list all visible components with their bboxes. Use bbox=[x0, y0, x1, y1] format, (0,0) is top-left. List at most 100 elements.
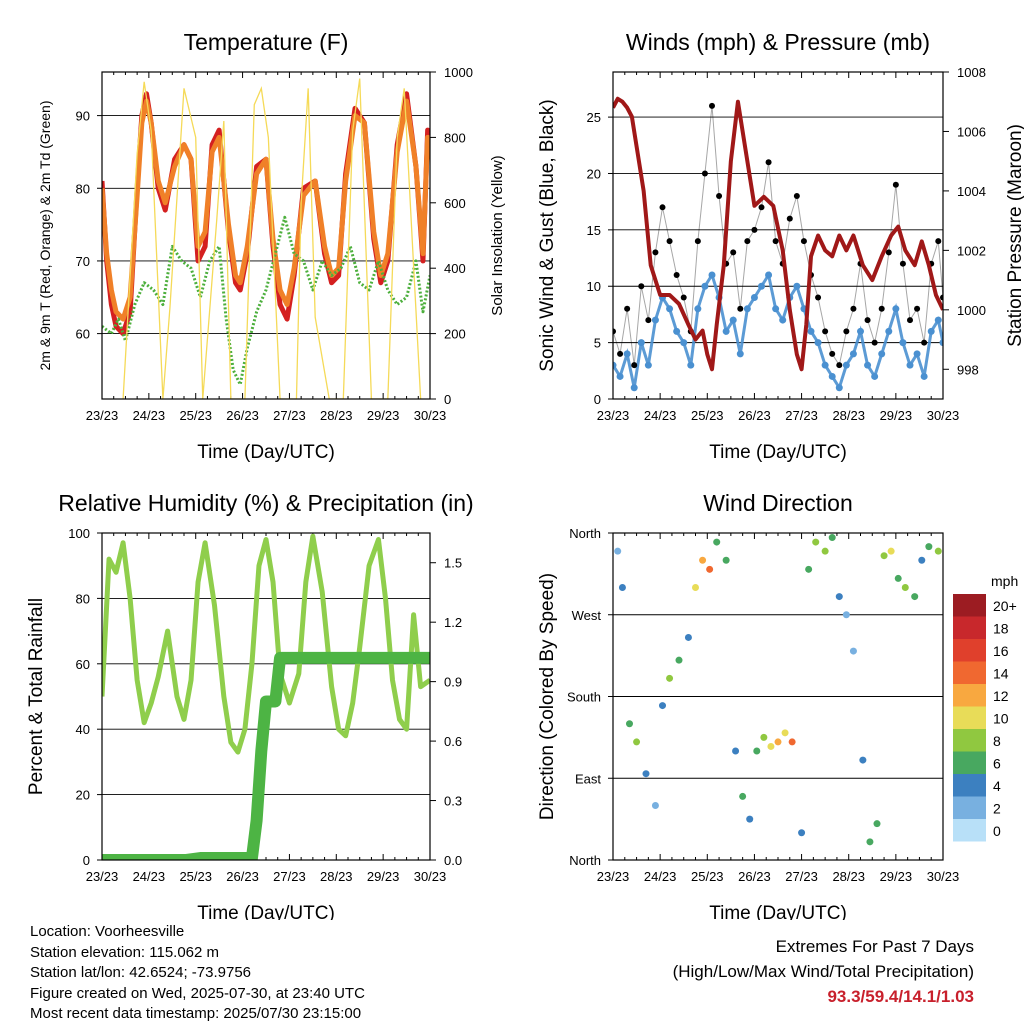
x-tick-label: 27/23 bbox=[785, 869, 818, 884]
direction-point bbox=[692, 584, 699, 591]
y2-tick-label: 0.9 bbox=[444, 675, 462, 690]
direction-point bbox=[835, 593, 843, 601]
y-tick-label: 60 bbox=[76, 657, 90, 672]
direction-point bbox=[732, 747, 740, 755]
direction-point bbox=[798, 829, 806, 837]
y-tick-label: 100 bbox=[68, 526, 90, 541]
y-axis-label: Sonic Wind & Gust (Blue, Black) bbox=[537, 99, 558, 371]
direction-point bbox=[666, 674, 674, 682]
colorbar-label: 0 bbox=[993, 823, 1001, 839]
chart-panel-4: Wind Direction Time (Day/UTC) Direction (C… bbox=[537, 490, 1018, 920]
colorbar-swatch bbox=[953, 819, 986, 842]
gust-point bbox=[730, 249, 737, 256]
gust-point bbox=[716, 193, 723, 200]
direction-point bbox=[626, 720, 633, 728]
y2-tick-label: 0 bbox=[444, 392, 451, 407]
y2-tick-label: 1.2 bbox=[444, 615, 462, 630]
x-tick-label: 30/23 bbox=[927, 869, 960, 884]
direction-point bbox=[934, 547, 942, 555]
direction-point bbox=[713, 538, 721, 546]
gust-point bbox=[786, 215, 793, 222]
y2-tick-label: 1006 bbox=[957, 124, 986, 139]
plot-frame bbox=[612, 532, 944, 861]
chart-title: Wind Direction bbox=[703, 490, 853, 516]
direction-point bbox=[684, 633, 692, 641]
colorbar-label: 14 bbox=[993, 666, 1009, 682]
colorbar-swatch bbox=[953, 774, 986, 797]
colorbar-label: 18 bbox=[993, 621, 1009, 637]
gust-point bbox=[751, 226, 758, 233]
direction-point bbox=[828, 534, 836, 542]
x-tick-label: 28/23 bbox=[832, 408, 865, 423]
y2-tick-label: 0.3 bbox=[444, 794, 462, 809]
direction-point bbox=[651, 802, 659, 809]
direction-point bbox=[760, 733, 768, 741]
y-tick-label: East bbox=[575, 771, 601, 786]
gust-point bbox=[645, 317, 652, 324]
gust-point bbox=[850, 305, 857, 312]
gust-point bbox=[892, 181, 899, 188]
gust-point bbox=[765, 159, 772, 166]
x-tick-label: 24/23 bbox=[133, 408, 166, 423]
chart-title: Relative Humidity (%) & Precipitation (i… bbox=[58, 490, 473, 516]
colorbar-swatch bbox=[953, 796, 986, 819]
y2-axis-label: Station Pressure (Maroon) bbox=[1005, 124, 1024, 347]
direction-point bbox=[880, 552, 888, 560]
colorbar-label: 8 bbox=[993, 733, 1001, 749]
x-tick-label: 26/23 bbox=[738, 408, 771, 423]
gust-point bbox=[836, 362, 843, 369]
direction-point bbox=[618, 584, 626, 591]
x-tick-label: 25/23 bbox=[691, 869, 724, 884]
gust-point bbox=[793, 193, 800, 200]
x-tick-label: 25/23 bbox=[691, 408, 724, 423]
direction-point bbox=[812, 538, 820, 546]
chart-title: Winds (mph) & Pressure (mb) bbox=[626, 29, 930, 55]
gust-point bbox=[885, 249, 892, 256]
gust-point bbox=[914, 305, 921, 312]
y-tick-label: 80 bbox=[76, 591, 90, 606]
y-tick-label: 0 bbox=[594, 392, 601, 407]
temp-9m-line bbox=[102, 98, 430, 322]
gust-point bbox=[822, 328, 829, 335]
y-tick-label: 60 bbox=[76, 327, 90, 342]
direction-point bbox=[722, 556, 730, 564]
direction-point bbox=[925, 543, 933, 551]
chart-panel-1: Temperature (F) Time (Day/UTC) 2m & 9m T (… bbox=[37, 29, 506, 463]
gust-point bbox=[772, 238, 779, 245]
gust-point bbox=[815, 294, 822, 301]
x-tick-label: 23/23 bbox=[597, 869, 630, 884]
direction-point bbox=[788, 738, 796, 746]
colorbar-swatch bbox=[953, 729, 986, 752]
gust-point bbox=[921, 339, 928, 346]
direction-point bbox=[821, 547, 829, 555]
plot-frame bbox=[101, 532, 431, 861]
direction-point bbox=[642, 770, 650, 778]
x-tick-label: 27/23 bbox=[273, 869, 306, 884]
plot-frame bbox=[101, 71, 431, 400]
colorbar-swatch bbox=[953, 706, 986, 729]
y-tick-label: 10 bbox=[587, 279, 601, 294]
precip-line bbox=[102, 651, 430, 860]
x-tick-label: 29/23 bbox=[880, 408, 913, 423]
gust-point bbox=[843, 328, 850, 335]
y2-tick-label: 1004 bbox=[957, 184, 986, 199]
plot-area bbox=[102, 78, 430, 399]
y-tick-label: 20 bbox=[587, 166, 601, 181]
gust-point bbox=[871, 339, 878, 346]
direction-point bbox=[849, 647, 857, 655]
direction-point bbox=[746, 815, 754, 823]
direction-point bbox=[805, 565, 813, 573]
elevation-text: Station elevation: 115.062 m bbox=[30, 943, 220, 961]
x-tick-label: 28/23 bbox=[832, 869, 865, 884]
y2-tick-label: 800 bbox=[444, 130, 466, 145]
x-tick-label: 24/23 bbox=[133, 869, 166, 884]
colorbar-label: 2 bbox=[993, 801, 1001, 817]
gust-point bbox=[624, 305, 631, 312]
direction-point bbox=[774, 738, 782, 746]
colorbar-swatch bbox=[953, 639, 986, 662]
colorbar-swatch bbox=[953, 751, 986, 774]
y-axis-label: Direction (Colored By Speed) bbox=[537, 573, 558, 820]
direction-point bbox=[633, 738, 641, 746]
direction-point bbox=[739, 792, 747, 800]
y2-axis-label: Solar Insolation (Yellow) bbox=[489, 155, 506, 315]
